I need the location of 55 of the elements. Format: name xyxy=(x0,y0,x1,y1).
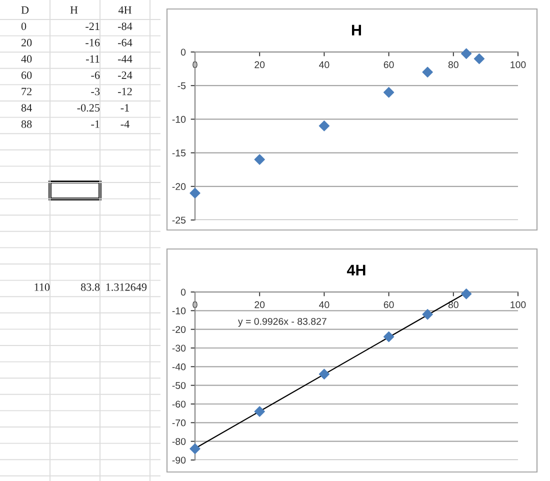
y-tick-label: -80 xyxy=(172,438,186,445)
text: -0.25 xyxy=(77,104,100,112)
x-tick-label: 20 xyxy=(254,61,265,68)
text: -44 xyxy=(118,55,132,63)
text: -12 xyxy=(118,88,132,96)
y-tick-label: 0 xyxy=(180,48,186,56)
y-tick-label: 0 xyxy=(180,288,186,296)
x-tick-label: 40 xyxy=(319,61,330,68)
text: 110 xyxy=(34,283,50,291)
y-tick-label: -5 xyxy=(178,82,186,90)
annotation: y = 0.9926x - 83.827 xyxy=(238,318,326,327)
text: 60 xyxy=(21,71,32,79)
x-tick-label: 40 xyxy=(319,301,330,308)
text: -84 xyxy=(118,22,132,30)
chart-title: 4H xyxy=(346,264,366,276)
y-tick-label: -10 xyxy=(172,116,186,123)
y-tick-label: -30 xyxy=(172,344,186,352)
text: -1 xyxy=(120,104,129,112)
x-tick-label: 60 xyxy=(384,61,394,68)
text: 0 xyxy=(21,22,26,30)
y-tick-label: -20 xyxy=(172,183,186,190)
text: 84 xyxy=(21,104,32,112)
y-tick-label: -60 xyxy=(172,400,186,408)
text: -21 xyxy=(86,22,100,30)
y-tick-label: -10 xyxy=(172,307,186,314)
x-tick-label: 80 xyxy=(448,61,458,68)
y-tick-label: -50 xyxy=(172,382,186,389)
text: 88 xyxy=(21,120,32,128)
text: -6 xyxy=(91,72,100,79)
y-tick-label: -90 xyxy=(172,456,186,464)
text: -11 xyxy=(86,55,100,63)
y-tick-label: -70 xyxy=(172,419,186,426)
text: -24 xyxy=(118,72,132,79)
text: 72 xyxy=(22,88,32,96)
text: -16 xyxy=(86,38,100,46)
y-tick-label: -25 xyxy=(172,216,186,224)
text: -64 xyxy=(118,38,132,46)
text: 40 xyxy=(21,55,32,63)
text: 20 xyxy=(21,38,32,46)
text: -1 xyxy=(91,120,100,128)
y-tick-label: -20 xyxy=(172,326,186,333)
text: -3 xyxy=(91,88,100,96)
text: 1.312649 xyxy=(106,283,147,291)
x-tick-label: 100 xyxy=(510,301,526,308)
x-tick-label: 60 xyxy=(384,301,394,308)
y-tick-label: -15 xyxy=(172,150,186,156)
x-tick-label: 20 xyxy=(254,301,265,308)
chart-title: H xyxy=(352,24,361,36)
text: -4 xyxy=(120,120,130,128)
x-tick-label: 100 xyxy=(510,61,526,68)
text: D xyxy=(21,6,29,14)
text: H xyxy=(70,6,78,14)
text: 4H xyxy=(118,6,132,14)
y-tick-label: -40 xyxy=(172,363,186,370)
text: 83.8 xyxy=(80,283,100,291)
